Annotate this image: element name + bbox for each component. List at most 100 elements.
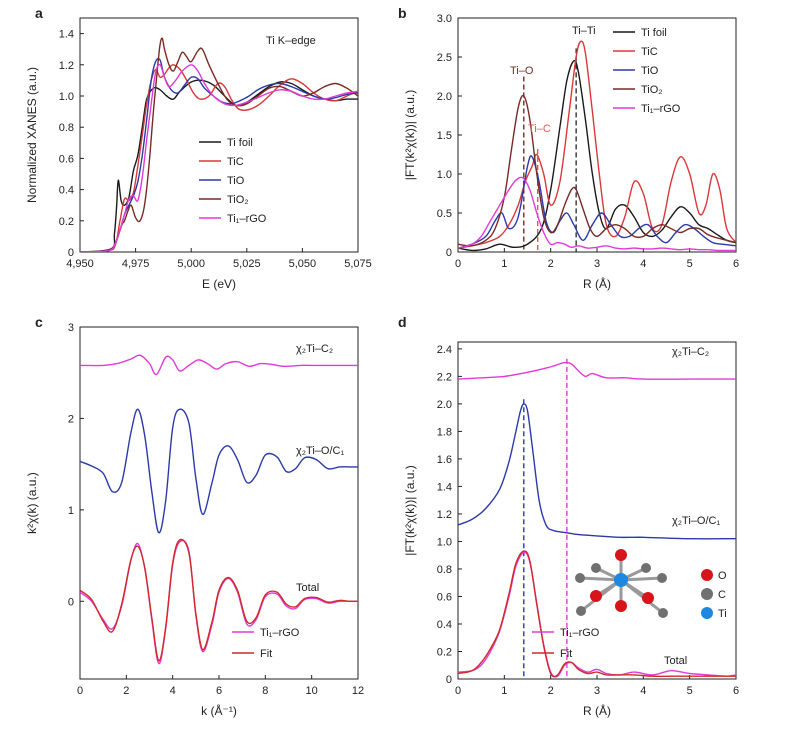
series-line-ti-o-c1-path (458, 403, 736, 540)
x-tick-label: 4 (170, 685, 176, 697)
panel-letter: d (398, 314, 407, 330)
panel-d: d 0 1 2 3 4 5 6 0 0.2 0.4 0.6 0.8 1.0 1.2 1.4 1.6 1.8 2.0 2… (398, 314, 739, 718)
y-axis-label: Normalized XANES (a.u.) (25, 67, 39, 203)
y-tick-label: 0.8 (437, 564, 452, 576)
legend-label: Ti₁–rGO (260, 627, 300, 639)
panel-letter: b (398, 5, 407, 21)
atom-legend-dot-ti (701, 607, 713, 619)
oxygen-atom (615, 549, 627, 561)
y-tick-label: 2.2 (437, 371, 452, 383)
legend-label: Fit (260, 648, 272, 660)
legend-label: Ti foil (227, 137, 253, 149)
x-tick-label: 5,025 (233, 258, 261, 270)
edge-annotation: Ti K–edge (266, 35, 316, 47)
plot-frame (79, 17, 359, 253)
legend-label: Ti₁–rGO (641, 103, 681, 115)
y-tick-label: 1.2 (437, 509, 452, 521)
y-tick-label: 1.8 (437, 426, 452, 438)
x-tick-label: 3 (594, 258, 600, 270)
structure-inset: OC Ti (575, 549, 727, 620)
y-tick-label: 2.4 (437, 344, 452, 356)
path-label-oc1: χ₂Ti–O/C₁ (296, 445, 344, 457)
titanium-atom (614, 573, 628, 587)
legend-label: Fit (560, 648, 572, 660)
path-label-c2: χ₂Ti–C₂ (672, 346, 709, 358)
series-line-ti-c2-path (80, 354, 358, 376)
oxygen-atom (615, 600, 627, 612)
x-tick-label: 4 (640, 685, 646, 697)
carbon-atom (658, 608, 668, 618)
y-tick-label: 0.4 (59, 185, 74, 197)
y-tick-label: 0 (68, 247, 74, 259)
bond (620, 578, 664, 615)
panel-a: a 4,950 4,975 5,000 5,025 5,050 5,075 0 0.2 0.4 0.… (25, 5, 372, 291)
x-tick-label: 0 (455, 685, 461, 697)
legend-label: TiO (227, 175, 245, 187)
y-tick-label: 1 (68, 505, 74, 517)
y-tick-label: 3 (68, 322, 74, 334)
x-tick-label: 5 (687, 258, 693, 270)
x-tick-label: 6 (733, 258, 739, 270)
label-ti-c: Ti–C (528, 123, 551, 135)
y-tick-label: 1.6 (437, 454, 452, 466)
series-line-fit (80, 538, 358, 662)
series-line-ti1-rgo (458, 176, 736, 252)
legend-label: TiO₂ (641, 84, 663, 96)
legend-label: TiC (227, 156, 244, 168)
x-tick-label: 2 (123, 685, 129, 697)
x-tick-label: 5 (687, 685, 693, 697)
carbon-atom (575, 573, 585, 583)
atom-legend-dot-o (701, 569, 713, 581)
series-line-tio (80, 57, 358, 252)
x-tick-label: 0 (455, 258, 461, 270)
panel-letter: a (35, 5, 43, 21)
series-line-tio2 (458, 94, 736, 247)
y-tick-label: 1.4 (437, 481, 452, 493)
y-tick-label: 0.6 (437, 591, 452, 603)
x-axis-label: k (Å⁻¹) (201, 703, 237, 718)
legend-label: TiC (641, 46, 658, 58)
x-tick-label: 4,975 (122, 258, 150, 270)
series-line-tic (458, 40, 736, 249)
legend-label: Ti₁–rGO (227, 213, 267, 225)
x-tick-label: 10 (306, 685, 318, 697)
path-label-c2: χ₂Ti–C₂ (296, 343, 333, 355)
y-tick-label: 0.2 (437, 646, 452, 658)
y-tick-label: 1.5 (437, 130, 452, 142)
x-tick-label: 2 (548, 685, 554, 697)
series-line-tio (458, 155, 736, 249)
oxygen-atom (642, 592, 654, 604)
legend-label: TiO (641, 65, 659, 77)
series-line-ti-c2-path (458, 361, 736, 380)
y-tick-label: 2.0 (437, 91, 452, 103)
y-tick-label: 3.0 (437, 13, 452, 25)
x-tick-label: 6 (216, 685, 222, 697)
y-axis-label: k²χ(k) (a.u.) (25, 472, 39, 534)
y-tick-label: 0.4 (437, 619, 452, 631)
panel-b: b 0 1 2 3 4 5 6 0 0.5 1.0 1.5 2.0 2.5 3.0 R (Å) |FT(k²χ(… (398, 5, 739, 291)
x-tick-label: 0 (77, 685, 83, 697)
legend-label: Ti₁–rGO (560, 627, 600, 639)
legend-label: TiO₂ (227, 194, 249, 206)
series-line-ti1-rgo (80, 63, 358, 252)
y-tick-label: 2.0 (437, 399, 452, 411)
y-tick-label: 0.8 (59, 122, 74, 134)
x-tick-label: 12 (352, 685, 364, 697)
x-tick-label: 4 (640, 258, 646, 270)
x-tick-label: 8 (262, 685, 268, 697)
y-tick-label: 1.4 (59, 29, 74, 41)
y-axis-label: |FT(k²χ(k))| (a.u.) (403, 90, 417, 181)
series-line-fit (458, 550, 736, 678)
x-tick-label: 2 (548, 258, 554, 270)
carbon-atom (641, 563, 651, 573)
y-tick-label: 0 (68, 596, 74, 608)
y-tick-label: 2.5 (437, 52, 452, 64)
plot-frame (79, 326, 359, 680)
x-tick-label: 5,000 (177, 258, 205, 270)
legend-label: Ti foil (641, 27, 667, 39)
path-label-oc1: χ₂Ti–O/C₁ (672, 515, 720, 527)
path-label-total: Total (664, 655, 687, 667)
y-tick-label: 0.2 (59, 216, 74, 228)
